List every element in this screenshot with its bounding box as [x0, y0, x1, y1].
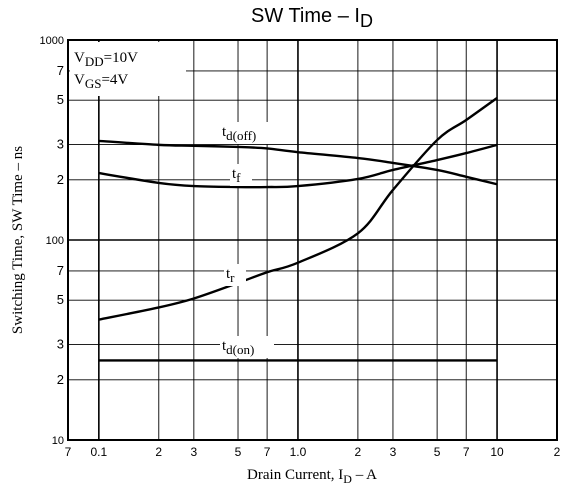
- curve-label-bg: [220, 122, 282, 144]
- curve-label: tf: [232, 166, 241, 185]
- plot-frame: [67, 39, 558, 441]
- x-label-unit: – A: [352, 467, 377, 483]
- y-tick-label: 10: [52, 435, 64, 447]
- curves: [98, 97, 498, 362]
- y-tick-label: 5: [57, 292, 64, 307]
- x-tick-label: 1.0: [290, 445, 307, 459]
- y-tick-label: 1000: [40, 35, 64, 47]
- curve-label-bg: [220, 336, 274, 358]
- annotation-sub: DD: [85, 54, 104, 69]
- y-tick-label: 3: [57, 137, 64, 152]
- x-tick-label: 0.1: [90, 445, 107, 459]
- curve-label-sub: r: [230, 270, 235, 285]
- curve: [98, 139, 498, 186]
- x-tick-label: 7: [463, 445, 470, 459]
- x-tick-label: 5: [434, 445, 441, 459]
- x-tick-label: 2: [355, 445, 362, 459]
- x-tick-label: 7: [264, 445, 271, 459]
- curve-label-bg: [230, 164, 252, 186]
- annotation-value: =10V: [104, 50, 138, 66]
- x-label-main: Drain Current, I: [247, 467, 343, 483]
- x-tick-label: 5: [235, 445, 242, 459]
- curve-label-main: t: [232, 166, 237, 182]
- y-tick-label: 5: [57, 92, 64, 107]
- curve-label-sub: d(off): [226, 128, 256, 143]
- curve-label-sub: f: [236, 170, 241, 185]
- y-tick-label: 3: [57, 337, 64, 352]
- x-tick-label: 7: [65, 445, 72, 459]
- annotation-box: [70, 42, 186, 96]
- annotation-v: V: [74, 50, 85, 66]
- y-tick-label: 2: [57, 372, 64, 387]
- curve-label-main: t: [226, 266, 231, 282]
- curve-label-bg: [224, 264, 246, 286]
- x-axis-label: Drain Current, ID – A: [247, 467, 377, 486]
- curve-label-main: t: [222, 124, 227, 140]
- curve-label: td(off): [222, 124, 256, 143]
- annotation-value: =4V: [101, 72, 128, 88]
- curve: [98, 97, 498, 321]
- x-tick-label: 2: [554, 445, 561, 459]
- annotation: VDD=10V: [74, 50, 138, 69]
- chart-title: SW Time – ID: [251, 5, 373, 31]
- curve-label-main: t: [222, 338, 227, 354]
- title-main: SW Time – I: [251, 5, 360, 27]
- annotation-sub: GS: [85, 76, 102, 91]
- grid: [68, 40, 557, 440]
- x-tick-label: 3: [390, 445, 397, 459]
- annotation: VGS=4V: [74, 72, 128, 91]
- curve-label: tr: [226, 266, 235, 285]
- x-tick-label: 3: [190, 445, 197, 459]
- curve-label: td(on): [222, 338, 254, 357]
- annotation-v: V: [74, 72, 85, 88]
- curve-label-sub: d(on): [226, 342, 254, 357]
- y-tick-label: 7: [57, 263, 64, 278]
- y-tick-label: 2: [57, 172, 64, 187]
- y-tick-label: 100: [46, 235, 64, 247]
- curve: [98, 143, 498, 189]
- x-tick-label: 2: [155, 445, 162, 459]
- y-tick-label: 7: [57, 63, 64, 78]
- y-axis-label: Switching Time, SW Time – ns: [10, 146, 26, 334]
- x-tick-label: 10: [490, 445, 504, 459]
- title-sub: D: [360, 11, 373, 31]
- x-label-sub: D: [343, 472, 352, 486]
